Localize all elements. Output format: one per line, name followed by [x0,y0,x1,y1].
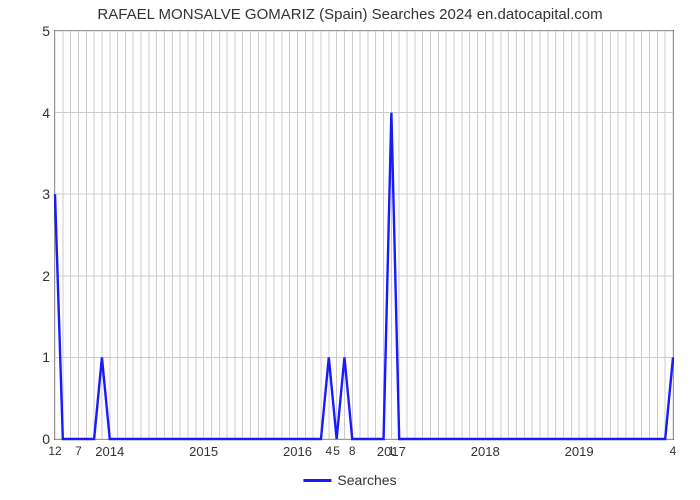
search-line-chart: RAFAEL MONSALVE GOMARIZ (Spain) Searches… [0,0,700,500]
y-tick-label: 1 [6,349,50,365]
x-value-label: 7 [75,444,82,458]
legend-swatch [303,479,331,482]
y-tick-label: 2 [6,268,50,284]
legend-label: Searches [337,472,396,488]
x-value-label: 8 [349,444,356,458]
x-year-tick-label: 2019 [565,444,594,459]
x-value-label: 4 [670,444,677,458]
y-tick-label: 4 [6,105,50,121]
x-year-tick-label: 2014 [95,444,124,459]
x-value-label: 5 [333,444,340,458]
x-year-tick-label: 2016 [283,444,312,459]
plot-area [54,30,674,440]
y-tick-label: 0 [6,431,50,447]
y-tick-label: 5 [6,23,50,39]
chart-title: RAFAEL MONSALVE GOMARIZ (Spain) Searches… [0,6,700,23]
x-year-tick-label: 2018 [471,444,500,459]
grid-and-line-svg [55,31,673,439]
x-value-label: 4 [325,444,332,458]
x-year-tick-label: 2015 [189,444,218,459]
x-value-label: 12 [48,444,61,458]
y-tick-label: 3 [6,186,50,202]
x-value-label: 1 [388,444,395,458]
legend: Searches [303,472,396,488]
